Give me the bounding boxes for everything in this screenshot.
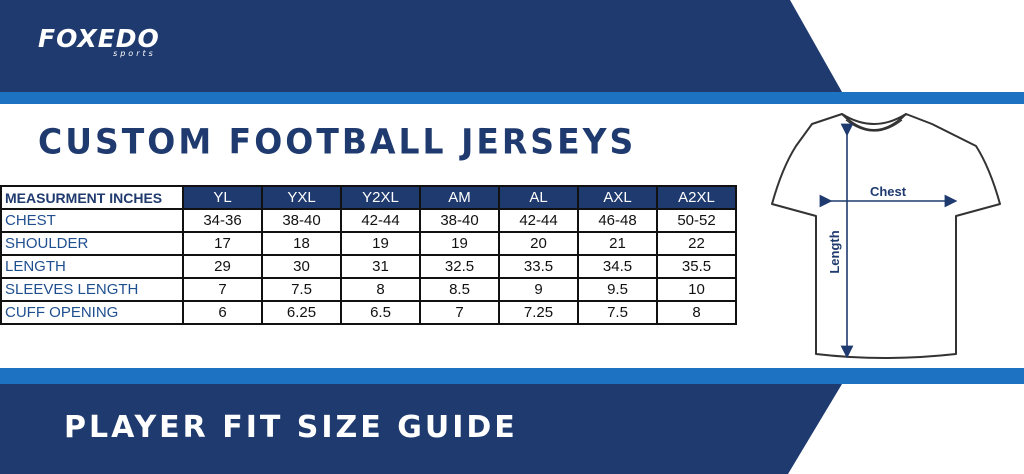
table-cell: 18 xyxy=(261,231,342,256)
page-title: CUSTOM FOOTBALL JERSEYS xyxy=(38,121,637,162)
column-header: AL xyxy=(498,185,579,210)
column-header: YL xyxy=(182,185,263,210)
table-cell: 10 xyxy=(656,277,737,302)
table-cell: 29 xyxy=(182,254,263,279)
brand-logo: FOXEDO sports xyxy=(38,24,160,59)
column-header: Y2XL xyxy=(340,185,421,210)
row-label: CHEST xyxy=(0,208,184,233)
table-cell: 22 xyxy=(656,231,737,256)
table-cell: 7.25 xyxy=(498,300,579,325)
table-cell: 17 xyxy=(182,231,263,256)
bottom-banner xyxy=(0,368,1024,474)
table-cell: 8.5 xyxy=(419,277,500,302)
table-cell: 19 xyxy=(340,231,421,256)
table-cell: 19 xyxy=(419,231,500,256)
bottom-banner-stripe xyxy=(0,368,1024,384)
table-cell: 9.5 xyxy=(577,277,658,302)
tshirt-outline xyxy=(771,113,1001,359)
table-cell: 38-40 xyxy=(261,208,342,233)
table-cell: 42-44 xyxy=(340,208,421,233)
table-row: SLEEVES LENGTH 7 7.5 8 8.5 9 9.5 10 xyxy=(0,277,737,302)
table-corner-label: MEASURMENT INCHES xyxy=(0,185,184,210)
table-cell: 7.5 xyxy=(577,300,658,325)
table-cell: 7.5 xyxy=(261,277,342,302)
row-label: SLEEVES LENGTH xyxy=(0,277,184,302)
brand-name: FOXEDO xyxy=(38,24,160,53)
table-cell: 9 xyxy=(498,277,579,302)
table-cell: 31 xyxy=(340,254,421,279)
top-banner-stripe xyxy=(0,92,1024,104)
table-cell: 6 xyxy=(182,300,263,325)
column-header: AM xyxy=(419,185,500,210)
column-header: AXL xyxy=(577,185,658,210)
table-cell: 30 xyxy=(261,254,342,279)
chest-label: Chest xyxy=(870,184,907,199)
table-cell: 32.5 xyxy=(419,254,500,279)
column-header: A2XL xyxy=(656,185,737,210)
row-label: CUFF OPENING xyxy=(0,300,184,325)
table-cell: 34.5 xyxy=(577,254,658,279)
page-subtitle: PLAYER FIT SIZE GUIDE xyxy=(64,410,518,445)
row-label: LENGTH xyxy=(0,254,184,279)
table-cell: 33.5 xyxy=(498,254,579,279)
table-cell: 35.5 xyxy=(656,254,737,279)
table-row: CUFF OPENING 6 6.25 6.5 7 7.25 7.5 8 xyxy=(0,300,737,325)
table-cell: 46-48 xyxy=(577,208,658,233)
table-cell: 7 xyxy=(182,277,263,302)
table-cell: 20 xyxy=(498,231,579,256)
table-cell: 8 xyxy=(656,300,737,325)
column-header: YXL xyxy=(261,185,342,210)
tshirt-collar xyxy=(841,113,907,131)
tshirt-diagram: Chest Length xyxy=(771,113,1001,359)
table-cell: 6.25 xyxy=(261,300,342,325)
top-banner-navy xyxy=(0,0,842,92)
brand-tagline: sports xyxy=(113,49,156,58)
bottom-banner-navy xyxy=(0,384,842,474)
table-row: LENGTH 29 30 31 32.5 33.5 34.5 35.5 xyxy=(0,254,737,279)
table-cell: 42-44 xyxy=(498,208,579,233)
table-cell: 8 xyxy=(340,277,421,302)
table-header-row: MEASURMENT INCHES YL YXL Y2XL AM AL AXL … xyxy=(0,185,737,210)
table-cell: 6.5 xyxy=(340,300,421,325)
table-cell: 34-36 xyxy=(182,208,263,233)
row-label: SHOULDER xyxy=(0,231,184,256)
table-row: CHEST 34-36 38-40 42-44 38-40 42-44 46-4… xyxy=(0,208,737,233)
size-chart-table: MEASURMENT INCHES YL YXL Y2XL AM AL AXL … xyxy=(0,185,737,325)
table-row: SHOULDER 17 18 19 19 20 21 22 xyxy=(0,231,737,256)
table-cell: 21 xyxy=(577,231,658,256)
table-cell: 50-52 xyxy=(656,208,737,233)
top-banner xyxy=(0,0,1024,104)
length-label: Length xyxy=(827,230,842,273)
table-cell: 7 xyxy=(419,300,500,325)
table-cell: 38-40 xyxy=(419,208,500,233)
